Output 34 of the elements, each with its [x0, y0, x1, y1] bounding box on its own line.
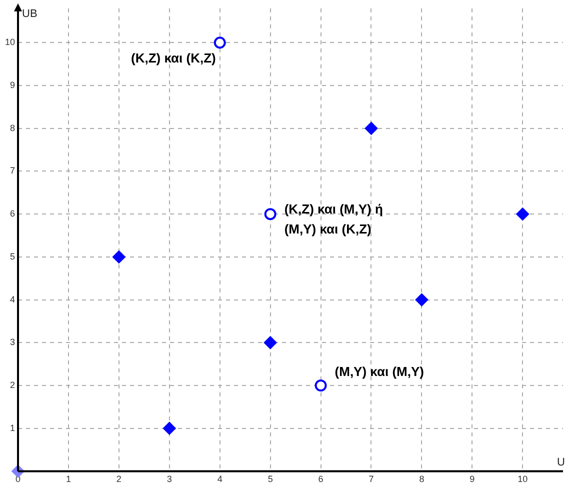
point: [214, 36, 226, 49]
y-tick-label: 9: [10, 80, 16, 90]
y-tick-label: 5: [10, 251, 16, 262]
point: [162, 422, 176, 435]
point: [516, 208, 530, 221]
x-tick-label: 3: [166, 474, 172, 484]
x-tick-label: 8: [419, 474, 424, 484]
y-tick-label: 10: [4, 37, 16, 48]
y-tick-label: 8: [10, 122, 16, 133]
x-tick-label: 1: [66, 474, 71, 484]
point: [264, 208, 276, 220]
x-tick-label: 9: [470, 474, 475, 484]
x-tick-label: 4: [217, 474, 222, 484]
point: [314, 379, 327, 392]
point: [415, 293, 428, 306]
x-tick-label: 7: [368, 474, 374, 484]
annotation: (K,Z) και (K,Z): [131, 50, 216, 66]
y-tick-label: 6: [10, 208, 16, 219]
point: [112, 250, 126, 264]
point: [364, 122, 378, 135]
point: [264, 336, 277, 350]
y-tick-label: 4: [10, 294, 16, 304]
y-tick-label: 3: [10, 337, 16, 348]
y-axis-title: UB: [22, 8, 38, 20]
x-tick-label: 6: [318, 474, 324, 484]
x-tick-label: 10: [518, 474, 528, 484]
y-tick-label: 1: [10, 422, 16, 433]
y-tick-label: 7: [10, 166, 16, 176]
y-tick-label: 2: [10, 380, 16, 390]
x-tick-label: 5: [268, 474, 273, 484]
x-axis-title: U: [557, 456, 566, 469]
x-tick-label: 2: [116, 474, 122, 484]
annotation: (K,Z) και (M,Y) ή (M,Y) και (K,Z): [284, 202, 383, 237]
annotation: (M,Y) και (M,Y): [334, 364, 424, 380]
